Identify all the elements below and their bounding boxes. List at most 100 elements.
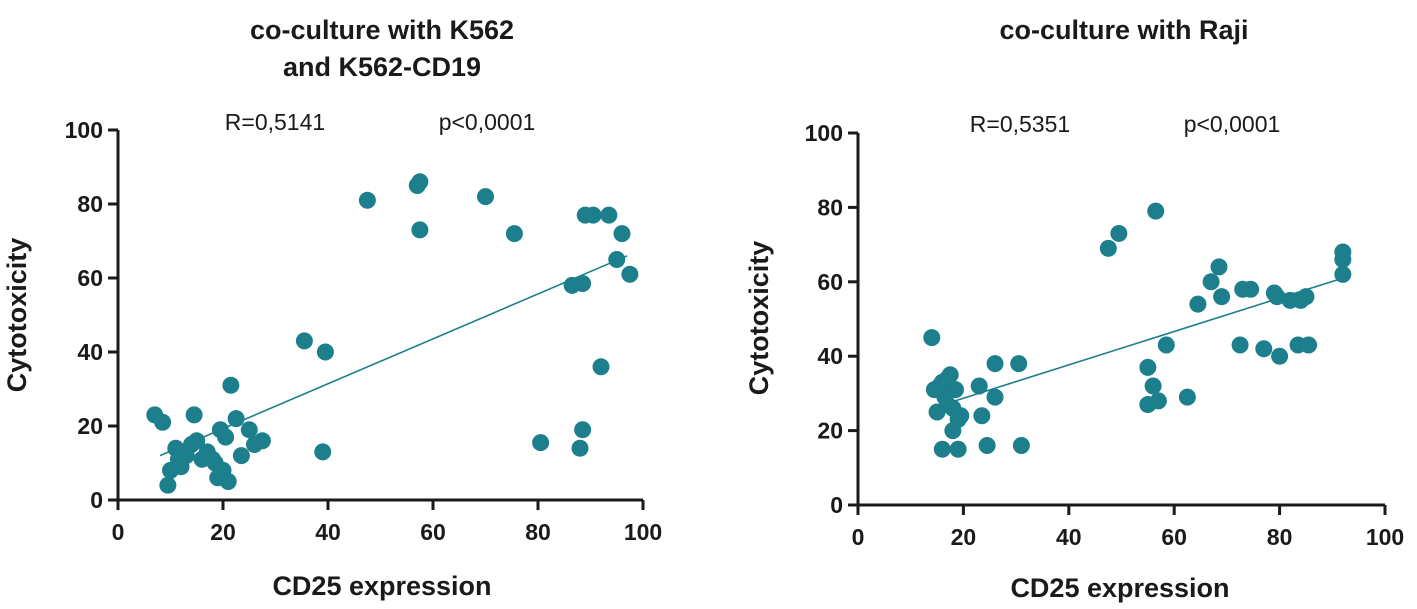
y-axis-label: Cytotoxicity [2,238,32,393]
data-point [232,447,250,465]
data-point [1255,340,1273,358]
x-tick-label: 40 [1056,524,1082,550]
data-point [952,407,970,425]
data-point [574,275,592,293]
data-point [1110,224,1128,242]
x-tick-label: 60 [1161,524,1187,550]
data-point [253,432,271,450]
data-point [1147,202,1165,220]
y-tick-label: 100 [805,120,843,146]
y-tick-label: 100 [65,117,103,143]
data-point [1178,388,1196,406]
chart-title-line-2: and K562-CD19 [283,52,481,82]
x-tick-label: 0 [852,524,865,550]
data-point [600,206,618,224]
x-tick-label: 40 [315,519,341,545]
data-point [240,421,258,439]
data-point [621,265,639,283]
x-tick-label: 0 [112,519,125,545]
data-point [923,329,941,347]
data-point [505,225,523,243]
data-point [1210,258,1228,276]
chart-title-line-1: co-culture with Raji [999,15,1248,45]
data-point [532,434,550,452]
r-value: R=0,5351 [970,111,1070,137]
trend-line [159,255,628,457]
data-point [227,410,245,428]
y-tick-label: 40 [77,339,103,365]
x-tick-label: 80 [525,519,551,545]
y-tick-label: 0 [90,487,103,513]
data-point [574,421,592,439]
data-point [1271,347,1289,365]
data-point [973,407,991,425]
data-point [411,221,429,239]
data-point [608,251,626,268]
y-tick-label: 60 [77,265,103,291]
y-tick-label: 20 [77,413,103,439]
data-point [613,225,631,243]
p-value: p<0,0001 [1184,111,1281,137]
x-tick-label: 100 [624,519,662,545]
data-point [219,473,237,490]
data-point [1012,436,1030,454]
data-point [1231,336,1249,354]
data-point [592,358,610,376]
y-axis-label: Cytotoxicity [744,241,774,396]
data-point [986,388,1004,406]
data-point [314,443,332,461]
data-point [217,428,235,446]
data-point [185,406,203,424]
y-tick-label: 40 [817,343,843,369]
data-point [986,355,1004,373]
data-point [1189,295,1207,313]
p-value: p<0,0001 [439,109,536,135]
data-point [941,366,959,384]
data-point [188,432,206,450]
data-point [159,476,177,494]
data-point [316,343,334,361]
data-point [1242,280,1260,298]
x-tick-label: 20 [210,519,236,545]
data-point [946,381,964,399]
data-point [1149,392,1167,410]
data-point [1268,288,1286,306]
y-tick-label: 80 [77,191,103,217]
data-point [358,191,376,209]
data-point [477,188,494,206]
panel-raji: co-culture with Raji R=0,5351 p<0,0001 C… [744,15,1404,603]
x-tick-label: 60 [420,519,446,545]
data-point [222,376,240,394]
data-point [411,173,429,191]
data-point [1334,250,1352,268]
data-point [584,206,602,224]
data-point [1300,336,1318,354]
data-point [1099,239,1117,257]
y-tick-label: 80 [817,194,843,220]
data-point [295,332,313,350]
data-point [1157,336,1175,354]
data-point [978,436,996,454]
data-point [933,440,951,458]
x-axis-label: CD25 expression [272,571,491,601]
x-tick-label: 20 [951,524,977,550]
x-axis-label: CD25 expression [1010,573,1229,603]
data-point [970,377,988,395]
panel-k562: co-culture with K562 and K562-CD19 R=0,5… [2,15,662,601]
data-point [1213,288,1231,306]
y-tick-label: 20 [817,418,843,444]
data-point [1334,265,1352,283]
data-point [154,413,172,431]
r-value: R=0,5141 [225,109,325,135]
data-point [1010,355,1028,373]
data-point [1297,288,1315,306]
y-tick-label: 60 [817,269,843,295]
chart-title-line-1: co-culture with K562 [250,15,514,45]
x-tick-label: 80 [1267,524,1293,550]
y-tick-label: 0 [830,492,843,518]
x-tick-label: 100 [1366,524,1404,550]
data-point [571,439,589,457]
data-point [1144,377,1162,395]
data-point [1139,358,1157,376]
